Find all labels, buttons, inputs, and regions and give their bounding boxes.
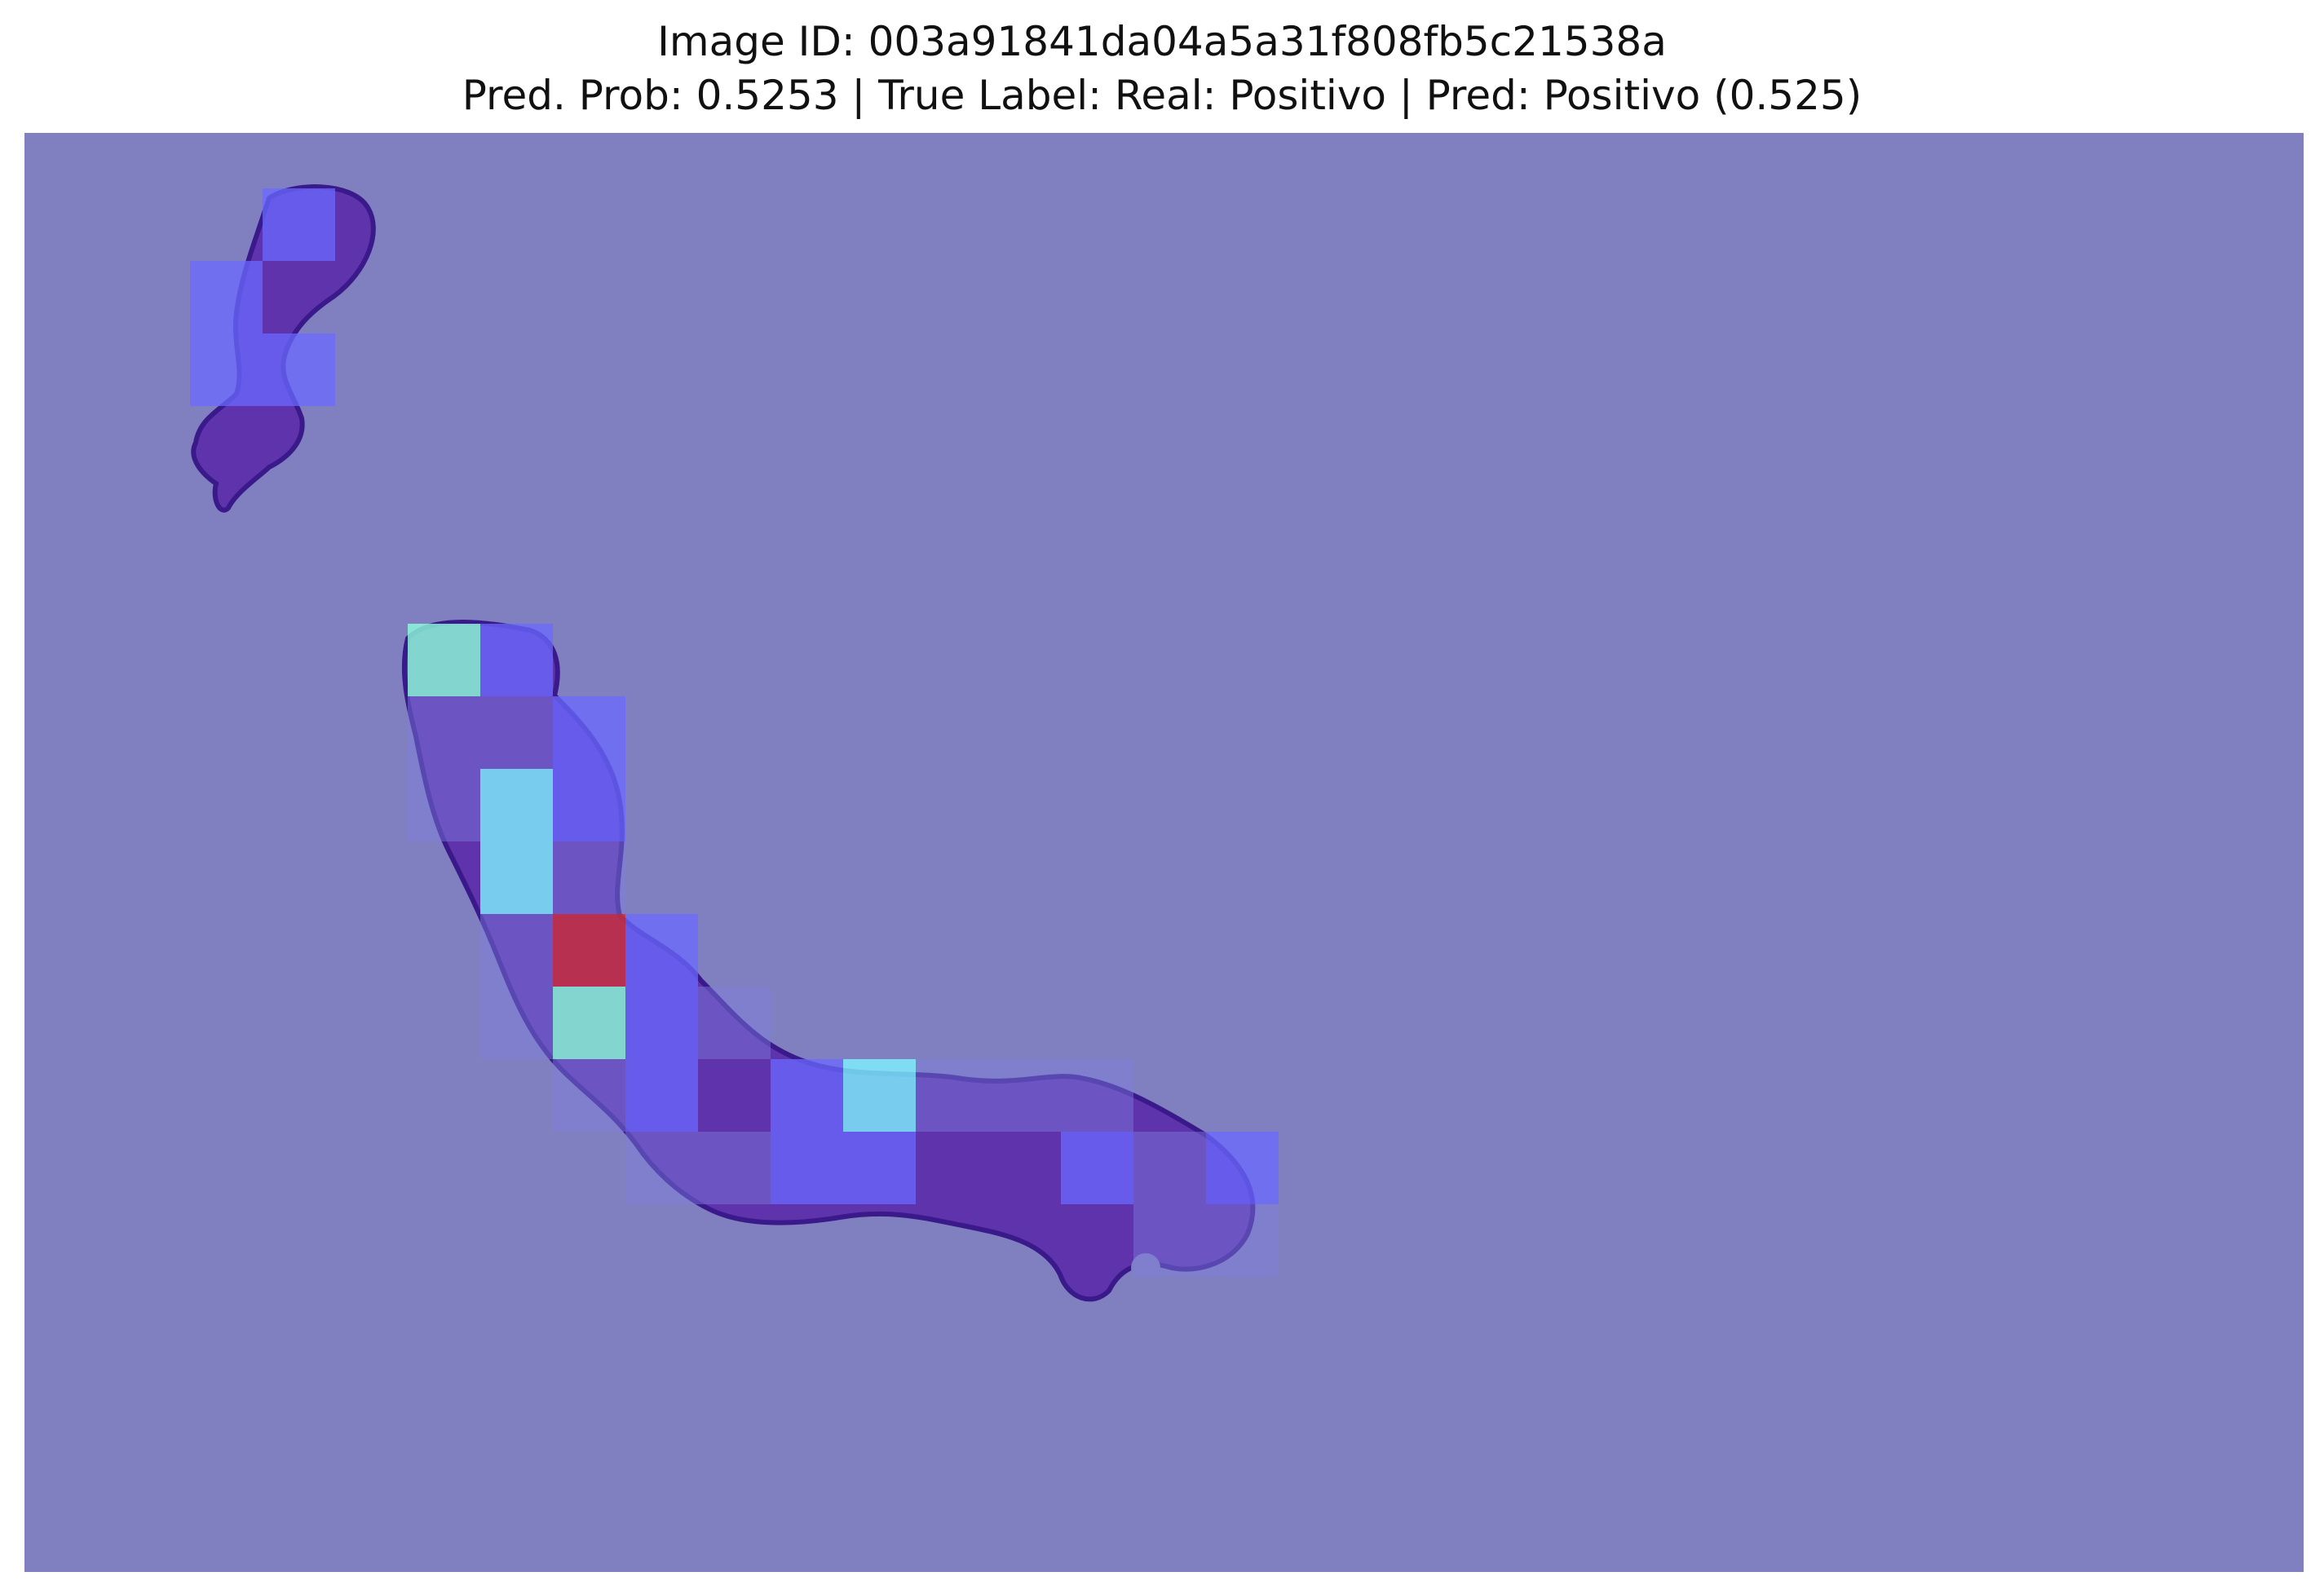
attention-patch — [263, 188, 335, 261]
attention-patch — [988, 1059, 1061, 1132]
attention-patch — [1061, 1059, 1133, 1132]
image-id-title: Image ID: 003a91841da04a5a31f808fb5c2153… — [657, 18, 1667, 65]
attention-patch — [480, 987, 553, 1059]
attention-patch — [553, 841, 625, 914]
heatmap-overlay-image — [24, 133, 2304, 1572]
attention-patch — [408, 769, 480, 841]
attention-patch — [408, 624, 480, 696]
attention-patch — [771, 1059, 843, 1132]
prediction-subtitle: Pred. Prob: 0.5253 | True Label: Real: P… — [462, 72, 1862, 119]
attention-patch — [771, 1132, 843, 1204]
attention-patch — [480, 769, 553, 841]
attention-patch — [553, 914, 625, 987]
attention-patch — [1133, 1132, 1206, 1204]
attention-patch — [1206, 1204, 1279, 1277]
attention-patch — [408, 696, 480, 769]
attention-patch — [480, 696, 553, 769]
attention-patch — [1206, 1132, 1279, 1204]
attention-patch — [553, 1059, 625, 1132]
attention-patch — [843, 1132, 916, 1204]
attention-patch — [553, 987, 625, 1059]
attention-patch — [698, 987, 771, 1059]
attention-patch — [190, 333, 263, 406]
attention-patch — [553, 696, 625, 769]
attention-patch — [480, 914, 553, 987]
attention-patch — [843, 1059, 916, 1132]
heatmap-figure — [24, 133, 2304, 1572]
attention-patch — [625, 914, 698, 987]
attention-patch — [1061, 1132, 1133, 1204]
attention-patch — [480, 624, 553, 696]
attention-patch — [698, 1132, 771, 1204]
overlay-background — [24, 133, 2304, 1572]
attention-patch — [625, 987, 698, 1059]
attention-patch — [480, 841, 553, 914]
attention-patch — [263, 333, 335, 406]
attention-patch — [916, 1059, 988, 1132]
attention-patch — [553, 769, 625, 841]
attention-patches — [190, 188, 1279, 1277]
attention-patch — [1133, 1204, 1206, 1277]
attention-patch — [625, 1132, 698, 1204]
figure-title: Image ID: 003a91841da04a5a31f808fb5c2153… — [0, 15, 2324, 122]
tissue-hole — [1131, 1253, 1160, 1283]
attention-patch — [190, 261, 263, 333]
attention-patch — [625, 1059, 698, 1132]
